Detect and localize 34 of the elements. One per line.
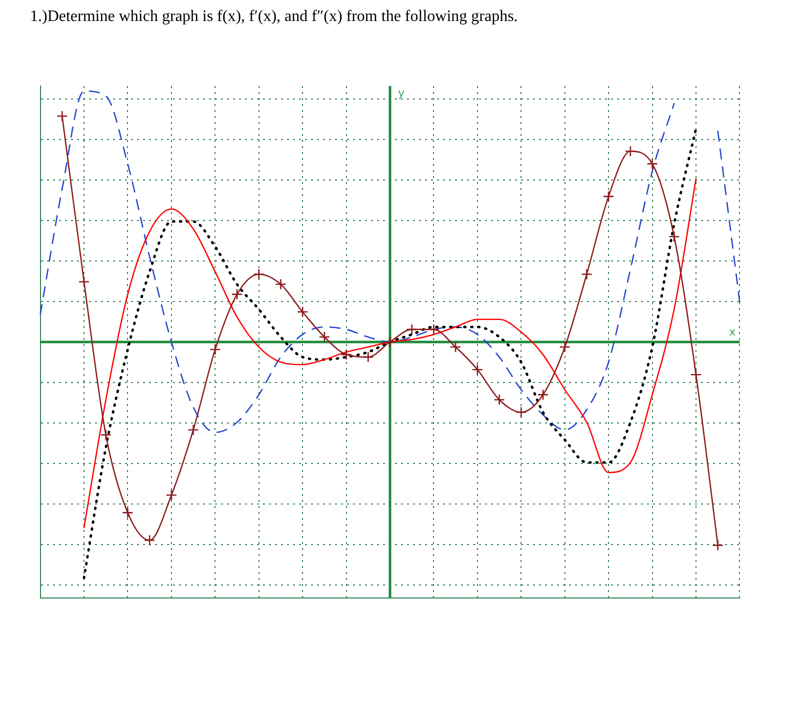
point xyxy=(406,324,418,336)
point xyxy=(624,146,636,157)
point xyxy=(100,429,112,441)
point xyxy=(188,424,199,436)
point xyxy=(362,351,374,363)
point xyxy=(122,507,134,518)
point xyxy=(231,288,243,300)
point xyxy=(646,158,658,170)
x-axis-title: x xyxy=(729,325,736,338)
point xyxy=(690,368,702,380)
point xyxy=(144,534,156,546)
point xyxy=(494,394,505,406)
point xyxy=(559,341,570,353)
point xyxy=(581,268,592,280)
point xyxy=(428,324,440,336)
point xyxy=(253,268,265,280)
point xyxy=(318,331,330,343)
point xyxy=(296,306,308,318)
point xyxy=(537,389,549,400)
chart-title: 1.)Determine which graph is f(x), f′(x), and f″(x) from the following graphs. xyxy=(30,8,519,26)
point xyxy=(668,230,680,242)
point xyxy=(712,540,724,551)
point xyxy=(166,489,178,501)
point xyxy=(56,110,68,122)
y-axis-title: y xyxy=(398,86,405,100)
point xyxy=(275,278,286,290)
point xyxy=(450,341,462,353)
point xyxy=(210,344,221,356)
point xyxy=(472,364,484,376)
point xyxy=(78,276,90,288)
point xyxy=(384,336,396,348)
point xyxy=(340,348,352,360)
point xyxy=(515,406,527,418)
point xyxy=(602,190,614,202)
